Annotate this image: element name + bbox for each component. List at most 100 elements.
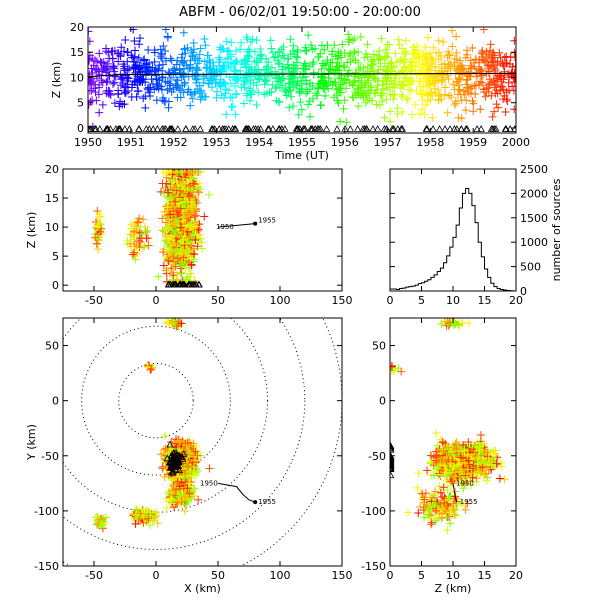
source-point (128, 80, 137, 89)
source-point (408, 50, 417, 59)
source-point (306, 112, 315, 121)
source-point (504, 78, 513, 87)
ground-marker (398, 125, 406, 132)
source-point (191, 236, 200, 245)
source-point (354, 88, 363, 97)
source-point (304, 100, 313, 109)
source-point (408, 76, 417, 85)
source-point (434, 36, 443, 45)
source-point (124, 74, 133, 83)
source-point (92, 96, 101, 105)
source-point (191, 447, 200, 456)
source-point (510, 36, 516, 45)
source-point (200, 57, 209, 66)
source-point (102, 62, 111, 71)
source-point (421, 100, 430, 109)
source-point (206, 76, 215, 85)
source-point (133, 504, 142, 513)
source-point (459, 481, 468, 490)
source-point (415, 110, 424, 119)
source-point (140, 56, 149, 65)
source-point (382, 79, 391, 88)
source-point (423, 33, 432, 42)
clip-xy-marks (63, 318, 342, 566)
source-point (186, 88, 195, 97)
ground-marker (333, 125, 341, 132)
source-point (391, 49, 400, 58)
source-point (144, 241, 153, 250)
source-point (451, 468, 460, 477)
source-point (442, 443, 451, 452)
source-point (116, 51, 125, 60)
source-point (179, 59, 188, 68)
source-point (108, 79, 117, 88)
source-point (114, 89, 123, 98)
source-point (181, 203, 190, 212)
source-point (305, 62, 314, 71)
source-point (292, 52, 301, 61)
source-point (432, 429, 441, 438)
source-point (145, 58, 154, 67)
source-point (382, 95, 391, 104)
source-point (160, 207, 169, 216)
source-point (197, 86, 206, 95)
ground-marker (191, 125, 199, 132)
source-point (386, 107, 395, 116)
source-point (416, 89, 425, 98)
source-point (349, 93, 358, 102)
source-point (186, 491, 195, 500)
source-point (333, 54, 342, 63)
storm-track (217, 223, 256, 228)
source-point (185, 449, 194, 458)
source-point (382, 52, 391, 61)
source-point (181, 258, 190, 267)
source-point (110, 99, 119, 108)
source-point (497, 82, 506, 91)
source-point (185, 192, 194, 201)
source-point (94, 209, 103, 218)
ground-marker (251, 125, 260, 132)
source-point (429, 43, 438, 52)
source-point (132, 505, 141, 514)
source-point (487, 460, 496, 469)
source-point (440, 461, 449, 470)
source-point (177, 319, 186, 328)
time-height-ytick-label: 0 (77, 122, 84, 135)
ground-marker (175, 466, 184, 474)
source-point (256, 45, 265, 54)
source-point (136, 238, 145, 247)
source-point (203, 51, 212, 60)
source-point (120, 100, 129, 109)
source-point (408, 110, 417, 119)
time-height-xtick-label: 1951 (117, 136, 145, 149)
time-height-ytick-label: 10 (70, 71, 84, 84)
source-point (418, 60, 427, 69)
source-point (110, 64, 119, 73)
source-point (172, 485, 181, 494)
ground-marker (429, 125, 437, 132)
source-point (398, 107, 407, 116)
source-point (97, 224, 106, 233)
source-point (297, 105, 306, 114)
source-point (443, 108, 452, 117)
source-point (167, 56, 176, 65)
source-point (168, 248, 177, 257)
source-point (88, 54, 97, 63)
source-point (444, 75, 453, 84)
ground-marker (441, 125, 449, 132)
ground-marker (188, 280, 196, 288)
source-point (378, 80, 387, 89)
time-height-xtick-label: 1957 (374, 136, 402, 149)
ground-marker (135, 125, 143, 132)
height-histogram-frame (389, 168, 517, 292)
ground-marker (373, 125, 382, 132)
source-point (468, 44, 477, 53)
source-point (461, 471, 470, 480)
source-point (161, 27, 170, 34)
source-point (242, 62, 251, 71)
source-point (133, 86, 142, 95)
source-point (190, 484, 199, 493)
source-point (133, 244, 142, 253)
source-point (186, 63, 195, 72)
source-point (123, 87, 132, 96)
